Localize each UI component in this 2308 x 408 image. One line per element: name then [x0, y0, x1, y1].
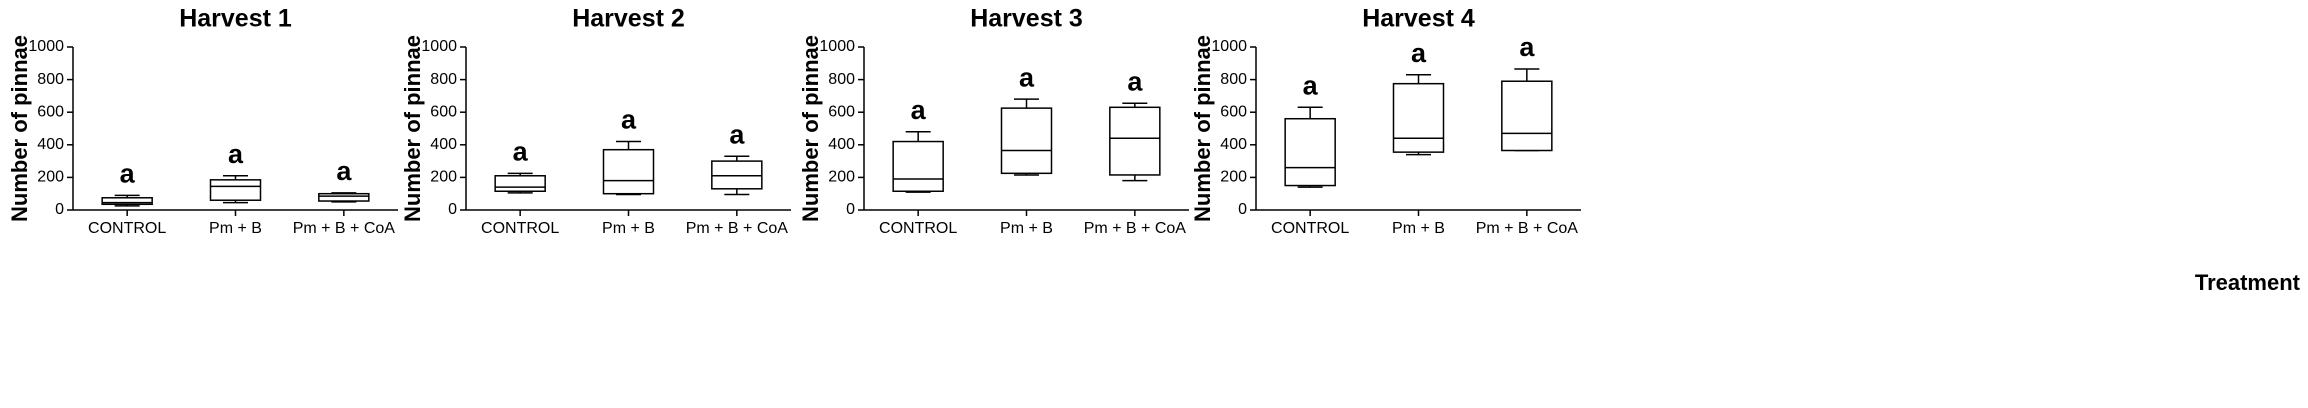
y-tick-label: 600 [828, 103, 855, 120]
x-tick-label: Pm + B [1000, 220, 1053, 237]
x-tick-label: Pm + B [209, 220, 262, 237]
box [318, 192, 370, 202]
significance-letter: a [1519, 32, 1535, 62]
y-tick-label: 0 [55, 201, 64, 218]
panel-title: Harvest 2 [572, 5, 685, 33]
panel-title: Harvest 4 [1362, 5, 1475, 33]
panel-title: Harvest 3 [970, 5, 1083, 33]
box [711, 160, 763, 190]
x-tick-label: CONTROL [1271, 220, 1349, 237]
box [1284, 117, 1336, 187]
y-tick-label: 800 [430, 71, 457, 88]
y-tick-label: 0 [448, 201, 457, 218]
y-tick-label: 400 [828, 136, 855, 153]
significance-letter: a [1411, 38, 1427, 68]
y-tick-label: 800 [37, 71, 64, 88]
y-tick-label: 200 [430, 169, 457, 186]
y-tick-label: 800 [1220, 71, 1247, 88]
y-tick-label: 600 [1220, 103, 1247, 120]
x-tick-label: Pm + B [1392, 220, 1445, 237]
y-tick-label: 1000 [1211, 38, 1247, 55]
x-tick-label: CONTROL [88, 220, 166, 237]
y-tick-label: 200 [828, 169, 855, 186]
x-tick-label: Pm + B + CoA [1476, 220, 1579, 237]
y-tick-label: 400 [37, 136, 64, 153]
significance-letter: a [120, 158, 136, 188]
box [602, 148, 655, 195]
y-axis-label: Number of pinnae [7, 35, 32, 222]
y-axis-label: Number of pinnae [798, 35, 823, 222]
y-tick-label: 1000 [421, 38, 457, 55]
significance-letter: a [1127, 66, 1143, 96]
panel-title: Harvest 1 [179, 5, 292, 33]
box [1109, 106, 1161, 176]
box [209, 179, 262, 201]
significance-letter: a [621, 105, 637, 135]
significance-letter: a [336, 156, 352, 186]
significance-letter: a [228, 139, 244, 169]
box [892, 140, 944, 193]
y-axis-label: Number of pinnae [400, 35, 425, 222]
y-tick-label: 1000 [819, 38, 855, 55]
x-tick-label: Pm + B + CoA [293, 220, 396, 237]
box [1392, 82, 1445, 153]
y-tick-label: 200 [1220, 169, 1247, 186]
significance-letter: a [729, 119, 745, 149]
y-tick-label: 200 [37, 169, 64, 186]
significance-letter: a [1303, 70, 1319, 100]
x-tick-label: Pm + B + CoA [1084, 220, 1187, 237]
y-tick-label: 0 [1238, 201, 1247, 218]
significance-letter: a [1019, 62, 1035, 92]
y-tick-label: 800 [828, 71, 855, 88]
x-tick-label: Pm + B [602, 220, 655, 237]
x-tick-label: CONTROL [879, 220, 957, 237]
x-axis-label: Treatment [2195, 270, 2301, 295]
y-tick-label: 600 [430, 103, 457, 120]
y-tick-label: 0 [846, 201, 855, 218]
box [1000, 107, 1053, 175]
y-tick-label: 1000 [28, 38, 64, 55]
x-tick-label: CONTROL [481, 220, 559, 237]
box [1501, 80, 1553, 152]
y-tick-label: 400 [430, 136, 457, 153]
box [101, 197, 153, 206]
y-tick-label: 400 [1220, 136, 1247, 153]
box [494, 175, 546, 193]
x-tick-label: Pm + B + CoA [686, 220, 789, 237]
y-tick-label: 600 [37, 103, 64, 120]
significance-letter: a [911, 95, 927, 125]
y-axis-label: Number of pinnae [1190, 35, 1215, 222]
significance-letter: a [513, 136, 529, 166]
